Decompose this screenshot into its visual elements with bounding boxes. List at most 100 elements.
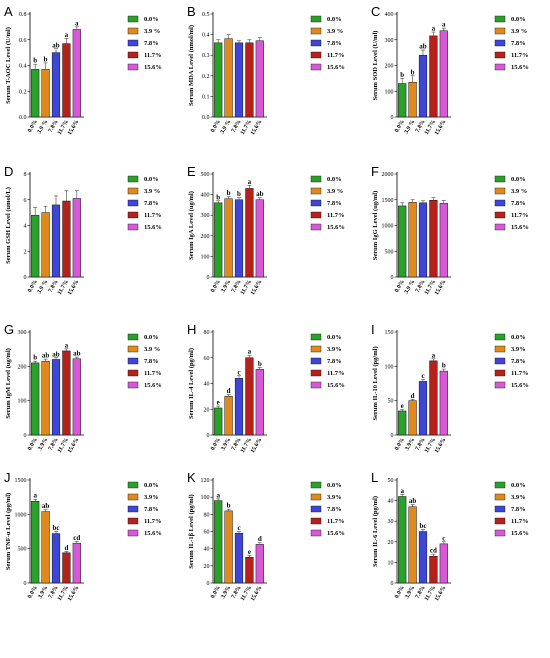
x-tick-label: 0.0% [27,119,39,134]
legend-swatch [127,27,139,35]
x-tick-label: 0.0% [394,279,406,294]
legend-swatch [310,27,322,35]
legend-label: 15.6% [511,530,529,537]
significance-letter: ab [42,502,50,510]
legend-label: 7.8% [144,358,159,365]
y-tick-label: 30 [388,519,394,525]
chart-panel-d: D Serum GSH Level (umol/L) 0 2 4 6 8 0.0% 3.9 % 7… [0,160,183,352]
legend-label: 7.8% [144,40,159,47]
significance-letter: a [248,348,252,356]
legend-label: 11.7% [144,212,162,219]
y-tick-label: 60 [204,530,210,536]
y-tick-label: 0.0 [19,115,27,121]
y-tick-label: 0 [207,581,210,587]
chart-panel-f: F Serum IgG Level (ug/ml) 0 500 1000 1500 2000… [367,160,550,352]
legend-label: 7.8% [511,40,526,47]
legend-swatch [127,357,139,365]
y-axis-label: Serum MDA Level (nmol/ml) [188,25,195,106]
significance-letter: a [65,31,69,39]
legend-swatch [494,63,506,71]
x-tick-label: 3.9% [220,437,232,452]
bar-2 [408,202,417,278]
bar-1 [398,410,407,436]
bar-5 [255,369,264,436]
bar-3 [418,531,428,584]
legend-swatch [310,39,322,47]
legend-label: 11.7% [327,52,345,59]
legend-label: 0.0% [511,482,526,489]
legend-swatch [494,15,506,23]
significance-letter: a [432,351,436,359]
significance-letter: c [237,368,240,376]
y-tick-label: 10 [388,560,394,566]
y-axis-label: Serum SOD Level (U/ml) [372,31,379,101]
legend-label: 0.0% [511,16,526,23]
y-tick-label: 500 [18,547,27,553]
bar-2 [41,511,50,584]
y-tick-label: 1500 [382,198,394,204]
legend-swatch [494,51,506,59]
legend-label: 11.7% [327,518,345,525]
legend-swatch [127,187,139,195]
significance-letter: b [44,55,48,63]
x-tick-label: 7.8% [231,279,243,294]
bar-4 [429,360,438,436]
y-tick-label: 40 [204,382,210,388]
significance-letter: e [248,548,251,556]
x-tick-label: 7.8% [48,119,60,134]
y-tick-label: 8 [24,172,27,178]
legend-swatch [494,175,506,183]
y-tick-label: 100 [201,254,210,260]
legend-swatch [127,39,139,47]
bar-5 [72,542,81,584]
y-tick-label: 120 [201,478,210,484]
y-tick-label: 500 [201,172,210,178]
significance-letter: cd [73,534,80,542]
legend-label: 0.0% [144,482,159,489]
legend-label: 3.9% [327,346,342,353]
bar-4 [245,357,254,436]
y-tick-label: 0 [391,115,394,121]
significance-letter: a [400,487,404,495]
y-tick-label: 80 [204,512,210,518]
y-tick-label: 300 [201,213,210,219]
significance-letter: a [65,341,69,349]
legend-swatch [494,357,506,365]
legend-label: 15.6% [327,382,345,389]
bar-1 [31,214,40,278]
legend-label: 15.6% [327,64,345,71]
bar-5 [255,544,264,584]
y-tick-label: 0 [207,433,210,439]
significance-letter: a [432,25,436,33]
bar-1 [31,362,40,436]
chart-svg-b: B Serum MDA Level (nmol/ml) 0.0 0.1 0.2 0.3 0.… [187,4,345,136]
chart-svg-h: H Serum IL-4 Level (pg/ml) 0 20 40 60 80 e 0.0% d… [187,322,345,454]
x-tick-label: 3.9% [404,437,416,452]
bar-5 [439,543,448,584]
x-tick-label: 7.8% [48,437,60,452]
y-tick-label: 0 [391,581,394,587]
legend-swatch [310,357,322,365]
legend-label: 15.6% [144,224,162,231]
x-tick-label: 7.8% [48,279,60,294]
bar-3 [418,202,428,278]
chart-svg-c: C Serum SOD Level (U/ml) 0 100 200 300 400 b 0.0… [371,4,529,136]
bar-3 [51,204,61,278]
significance-letter: d [258,535,262,543]
legend-swatch [310,175,322,183]
x-tick-label: 7.8% [231,119,243,134]
bar-1 [214,42,223,118]
y-tick-label: 2000 [382,172,394,178]
x-tick-label: 3.9% [220,279,232,294]
y-tick-label: 50 [388,478,394,484]
bar-2 [224,510,233,584]
legend-label: 0.0% [511,334,526,341]
legend-label: 7.8% [327,40,342,47]
legend-swatch [310,369,322,377]
x-tick-label: 7.8% [231,437,243,452]
bar-2 [41,212,50,278]
panel-letter: K [187,470,196,485]
legend-label: 15.6% [144,382,162,389]
bar-5 [255,40,264,118]
significance-letter: b [258,360,262,368]
